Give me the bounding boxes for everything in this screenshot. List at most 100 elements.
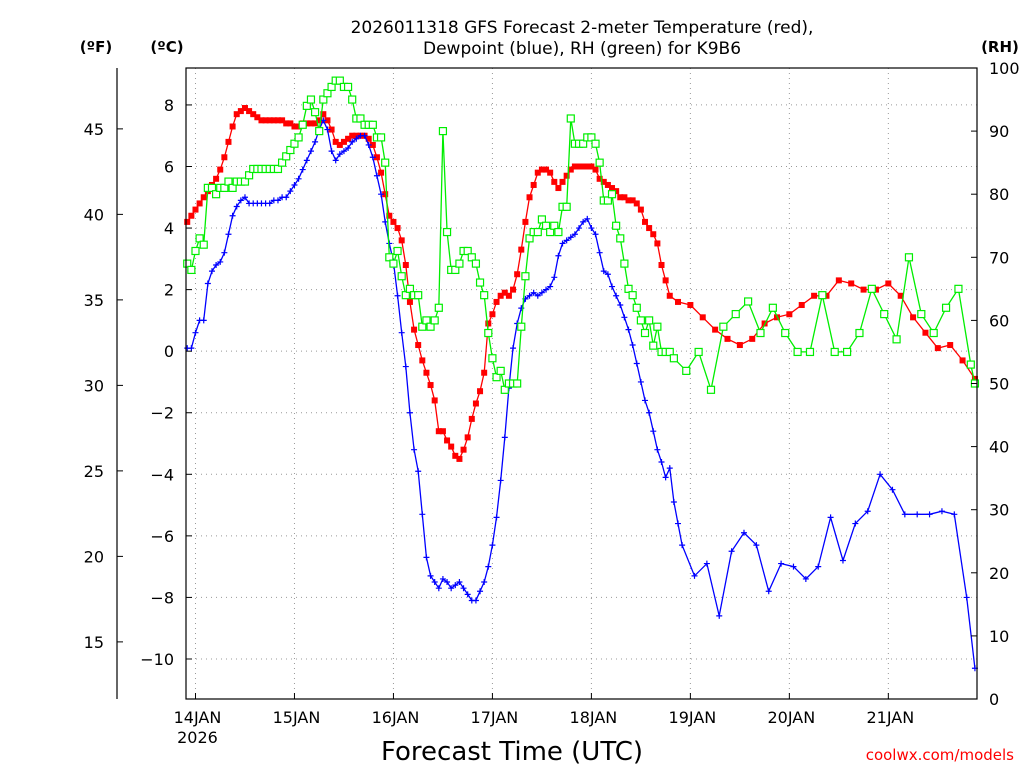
- data-point: [472, 597, 479, 604]
- data-point: [434, 303, 443, 312]
- data-point: [830, 347, 839, 357]
- data-point: [489, 311, 496, 318]
- data-point: [279, 117, 286, 124]
- data-point: [378, 191, 385, 198]
- data-point: [435, 428, 442, 435]
- fahrenheit-tick-label: 40: [84, 205, 104, 224]
- data-point: [471, 259, 481, 268]
- data-point: [613, 188, 620, 195]
- data-point: [468, 415, 475, 422]
- data-point: [336, 151, 343, 158]
- data-point: [533, 227, 542, 237]
- data-point: [277, 158, 287, 167]
- data-point: [477, 388, 484, 395]
- data-point: [365, 141, 372, 148]
- data-point: [640, 328, 650, 338]
- data-point: [283, 194, 290, 201]
- x-tick-label: 19JAN: [669, 708, 717, 727]
- data-point: [456, 455, 463, 462]
- data-point: [559, 240, 566, 247]
- data-point: [653, 322, 662, 331]
- data-point: [563, 172, 570, 179]
- data-point: [922, 329, 929, 336]
- data-point: [303, 120, 310, 127]
- data-point: [444, 579, 451, 586]
- data-point: [241, 194, 248, 201]
- data-point: [633, 200, 640, 207]
- data-point: [706, 385, 716, 394]
- data-point: [307, 148, 314, 155]
- data-point: [699, 314, 706, 321]
- data-point: [365, 135, 372, 142]
- data-point: [381, 158, 390, 167]
- data-point: [687, 302, 694, 309]
- data-point: [389, 259, 398, 268]
- data-point: [555, 185, 562, 192]
- data-point: [872, 286, 879, 293]
- data-point: [312, 138, 319, 145]
- grid-lines: [186, 68, 977, 699]
- data-point: [489, 542, 496, 549]
- data-point: [654, 240, 661, 247]
- data-point: [191, 246, 200, 256]
- data-point: [694, 347, 703, 357]
- data-point: [492, 373, 501, 382]
- data-point: [328, 148, 335, 155]
- data-point: [411, 446, 418, 453]
- data-point: [633, 360, 640, 367]
- data-point: [427, 382, 434, 389]
- fahrenheit-tick-label: 15: [84, 633, 104, 652]
- data-point: [530, 181, 537, 188]
- data-point: [307, 120, 314, 127]
- data-point: [422, 316, 431, 325]
- rh-tick-label: 30: [989, 501, 1009, 520]
- data-point: [444, 437, 451, 444]
- rh-tick-label: 10: [989, 627, 1009, 646]
- data-point: [547, 169, 554, 176]
- data-point: [382, 191, 389, 198]
- data-point: [312, 120, 319, 127]
- data-point: [376, 133, 386, 142]
- data-point: [538, 166, 545, 173]
- data-point: [864, 508, 871, 515]
- data-point: [303, 157, 310, 164]
- data-point: [645, 316, 654, 325]
- data-point: [592, 166, 599, 173]
- data-point: [842, 347, 852, 357]
- celsius-tick-label: −8: [150, 588, 174, 607]
- rh-tick-label: 20: [989, 564, 1009, 583]
- data-point: [567, 166, 574, 173]
- data-point: [324, 126, 331, 133]
- data-point: [579, 139, 588, 148]
- data-point: [550, 221, 559, 230]
- data-point: [625, 326, 632, 333]
- data-point: [423, 369, 430, 376]
- data-point: [530, 289, 537, 296]
- data-point: [947, 342, 954, 349]
- data-point: [501, 434, 508, 441]
- data-point: [262, 117, 269, 124]
- data-point: [835, 277, 842, 284]
- data-point: [827, 514, 834, 521]
- data-point: [642, 218, 649, 225]
- data-point: [646, 409, 653, 416]
- data-point: [510, 345, 517, 352]
- data-point: [266, 200, 273, 207]
- data-point: [576, 225, 583, 232]
- data-point: [513, 379, 522, 388]
- data-point: [244, 171, 254, 180]
- data-point: [901, 511, 908, 518]
- data-point: [497, 477, 504, 484]
- data-point: [616, 234, 625, 243]
- data-point: [241, 105, 248, 112]
- data-point: [290, 139, 299, 148]
- data-point: [233, 203, 240, 210]
- data-point: [411, 326, 418, 333]
- data-point: [584, 163, 591, 170]
- rh-tick-label: 60: [989, 311, 1009, 330]
- data-point: [637, 378, 644, 385]
- data-point: [361, 132, 368, 139]
- data-point: [485, 320, 492, 327]
